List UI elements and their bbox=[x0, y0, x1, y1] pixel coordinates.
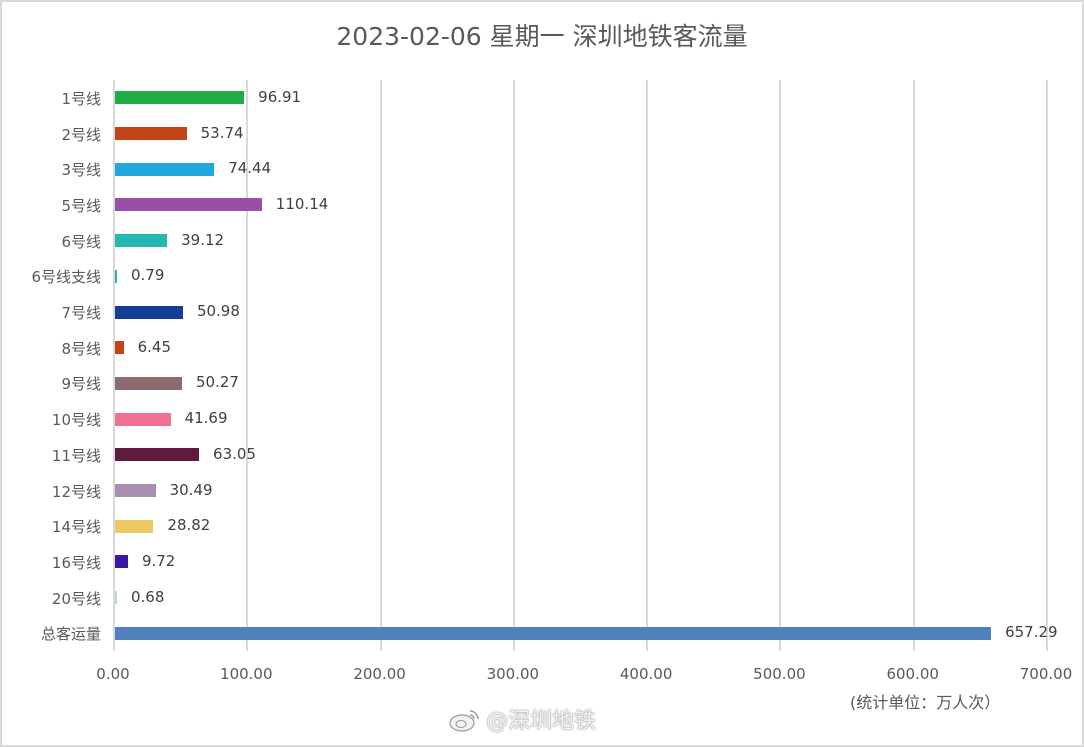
bar bbox=[115, 269, 117, 283]
category-label: 11号线 bbox=[51, 446, 101, 465]
data-label: 39.12 bbox=[181, 230, 225, 249]
x-tick-label: 600.00 bbox=[886, 665, 939, 683]
category-label: 1号线 bbox=[61, 89, 101, 108]
bar bbox=[115, 519, 154, 533]
data-label: 9.72 bbox=[141, 551, 176, 570]
weibo-watermark: @深圳地铁 bbox=[448, 703, 596, 735]
bar bbox=[115, 341, 124, 355]
category-label: 10号线 bbox=[51, 411, 101, 430]
category-label: 总客运量 bbox=[40, 625, 101, 644]
gridline bbox=[512, 80, 515, 651]
data-label: 657.29 bbox=[1005, 623, 1058, 642]
data-label: 63.05 bbox=[213, 444, 256, 463]
data-label: 96.91 bbox=[258, 87, 302, 106]
bar bbox=[115, 234, 168, 248]
bar bbox=[115, 448, 200, 462]
category-label: 7号线 bbox=[61, 304, 101, 323]
category-label: 6号线 bbox=[61, 232, 101, 251]
weibo-icon bbox=[448, 705, 482, 733]
data-label: 53.74 bbox=[200, 123, 244, 142]
category-label: 2号线 bbox=[61, 125, 101, 144]
bar bbox=[115, 162, 215, 176]
chart-title: 2023-02-06 星期一 深圳地铁客流量 bbox=[336, 22, 748, 51]
bar bbox=[115, 412, 171, 426]
gridline bbox=[779, 80, 782, 651]
gridline bbox=[246, 80, 249, 651]
category-label: 14号线 bbox=[51, 518, 101, 537]
x-tick-label: 400.00 bbox=[619, 665, 673, 683]
category-label: 16号线 bbox=[51, 553, 101, 572]
data-label: 50.27 bbox=[196, 373, 239, 392]
x-tick-label: 500.00 bbox=[753, 665, 806, 683]
bar bbox=[115, 591, 117, 605]
data-label: 50.98 bbox=[196, 302, 240, 321]
x-tick-label: 700.00 bbox=[1019, 665, 1073, 683]
gridline bbox=[1046, 80, 1048, 651]
bar bbox=[115, 91, 245, 105]
data-label: 110.14 bbox=[275, 194, 329, 213]
category-label: 12号线 bbox=[51, 482, 101, 501]
bar bbox=[115, 305, 183, 319]
bar bbox=[115, 626, 992, 640]
category-label: 5号线 bbox=[61, 196, 101, 215]
data-label: 0.79 bbox=[131, 266, 165, 285]
bar bbox=[115, 127, 187, 141]
data-label: 6.45 bbox=[137, 337, 171, 356]
unit-note: (统计单位：万人次） bbox=[850, 693, 1001, 712]
data-label: 74.44 bbox=[228, 159, 272, 178]
x-tick-label: 0.00 bbox=[96, 665, 130, 683]
gridline bbox=[379, 80, 382, 651]
category-label: 9号线 bbox=[61, 375, 101, 394]
category-label: 6号线支线 bbox=[31, 268, 101, 287]
bar bbox=[115, 198, 262, 212]
x-tick-label: 200.00 bbox=[353, 665, 406, 683]
category-label: 3号线 bbox=[61, 161, 101, 180]
category-label: 20号线 bbox=[51, 589, 101, 608]
data-label: 28.82 bbox=[167, 516, 211, 535]
gridline bbox=[912, 80, 915, 651]
data-label: 0.68 bbox=[131, 587, 165, 606]
data-label: 41.69 bbox=[184, 409, 228, 428]
gridline bbox=[646, 80, 649, 651]
data-label: 30.49 bbox=[169, 480, 213, 499]
bar bbox=[115, 376, 182, 390]
plot-area bbox=[113, 80, 1048, 651]
bar bbox=[115, 555, 128, 569]
x-tick-label: 100.00 bbox=[220, 665, 273, 683]
x-tick-label: 300.00 bbox=[486, 665, 540, 683]
bar bbox=[115, 484, 156, 498]
category-label: 8号线 bbox=[61, 339, 101, 358]
watermark-text: @深圳地铁 bbox=[486, 709, 597, 734]
y-axis-line bbox=[113, 80, 115, 651]
